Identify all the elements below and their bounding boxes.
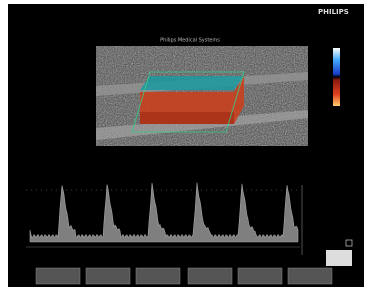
page: PHILIPS Philips Medical Systems (() => {… [0, 0, 372, 291]
brand: PHILIPS [318, 8, 349, 16]
softkey[interactable] [36, 268, 80, 284]
softkey[interactable] [288, 268, 332, 284]
softkey[interactable] [188, 268, 232, 284]
ultrasound-screen: PHILIPS Philips Medical Systems [0, 0, 372, 291]
softkey[interactable] [136, 268, 180, 284]
mode-menu[interactable] [326, 250, 352, 266]
system-name: Philips Medical Systems [160, 38, 220, 44]
softkey[interactable] [238, 268, 282, 284]
softkey[interactable] [86, 268, 130, 284]
color-box [132, 72, 244, 132]
color-scale-bar [333, 48, 340, 106]
